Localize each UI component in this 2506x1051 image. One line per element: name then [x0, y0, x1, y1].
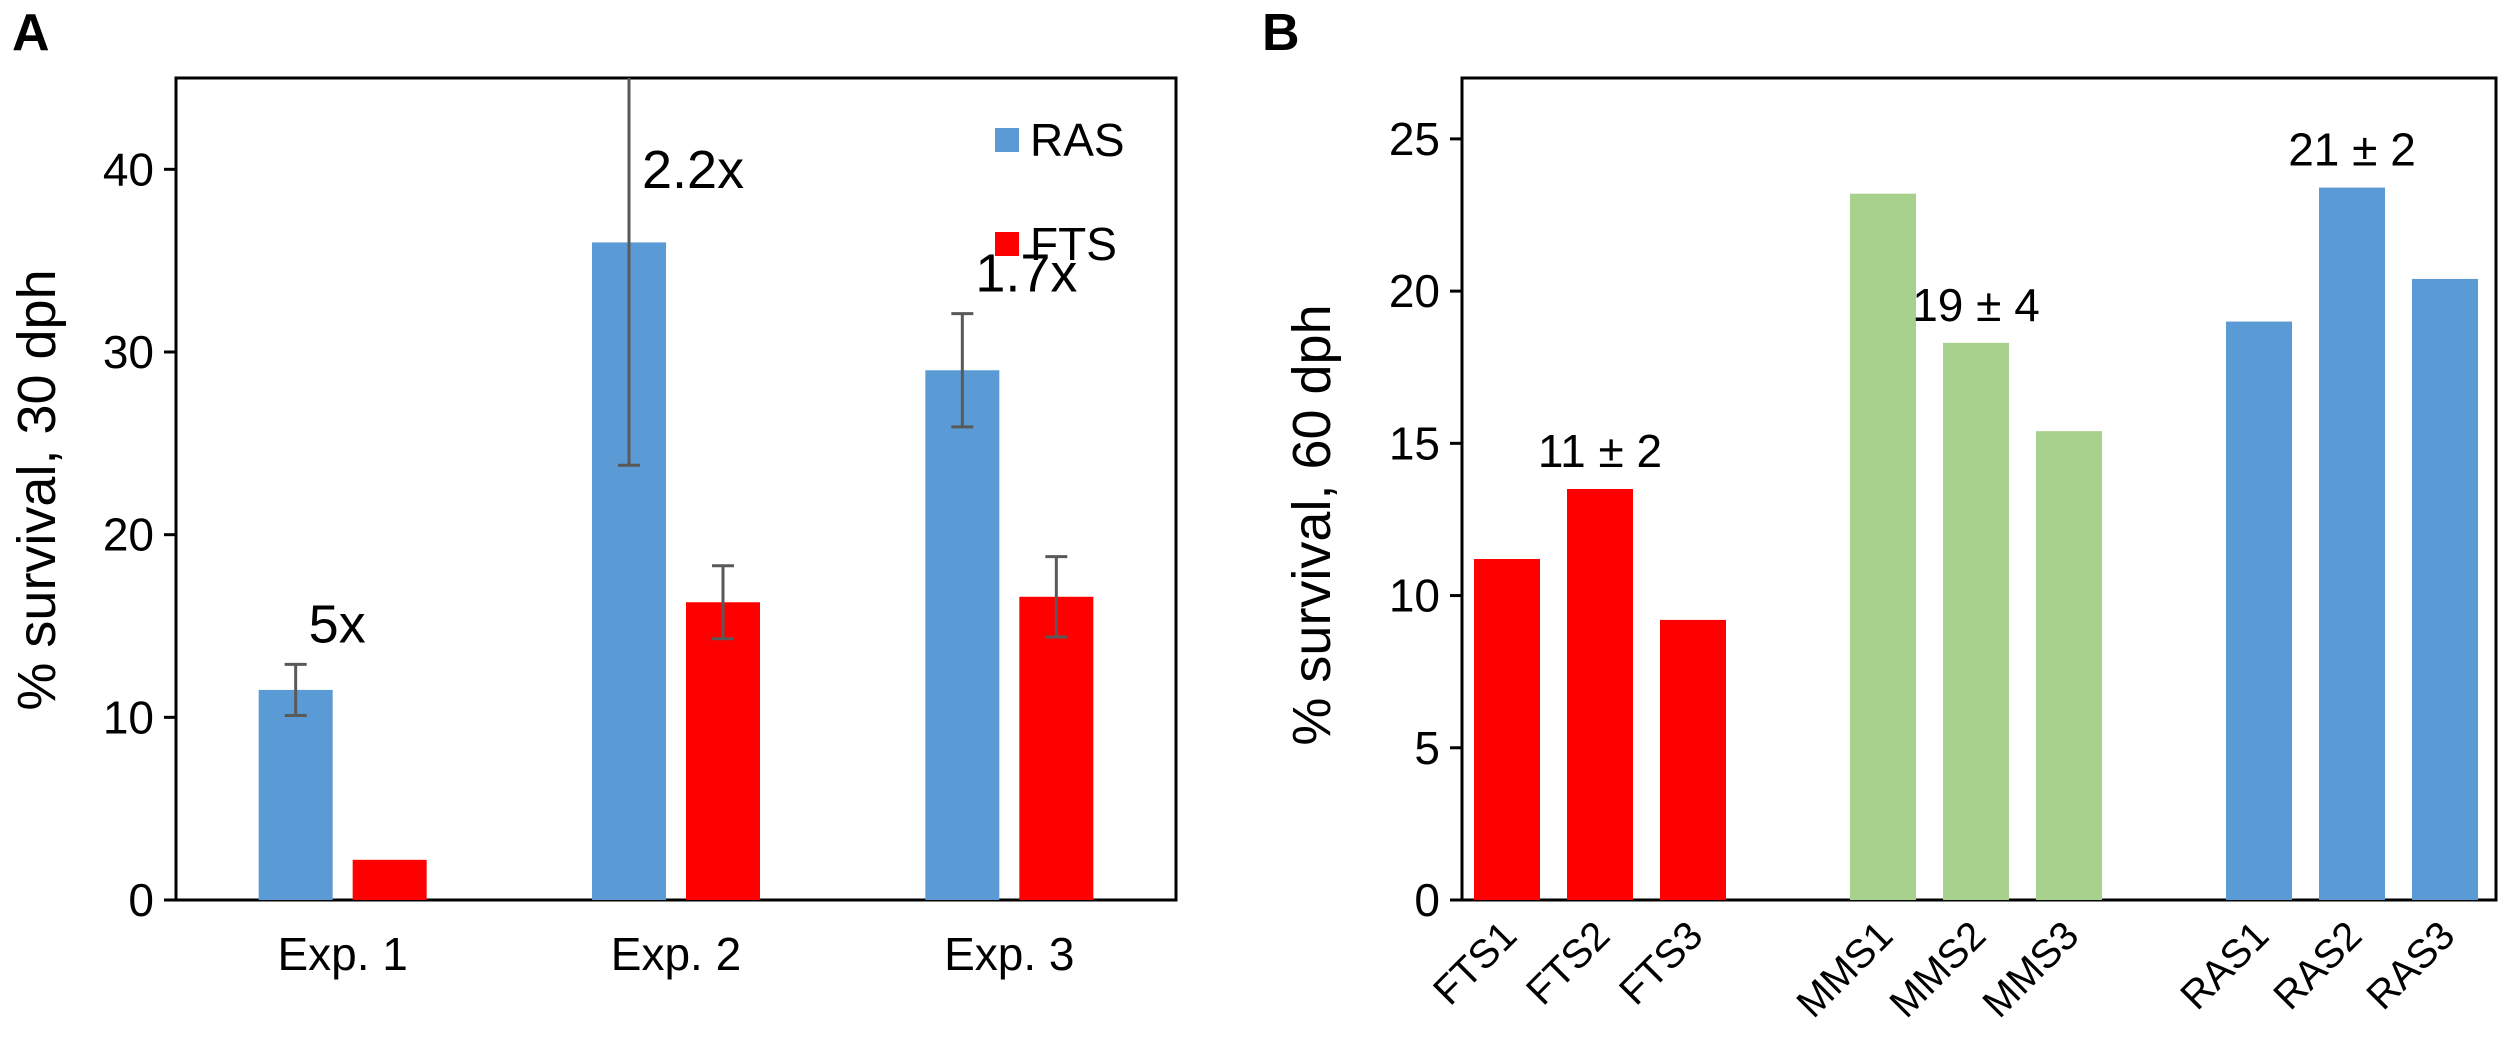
x-tick-label-b: RAS2: [2265, 913, 2370, 1018]
x-tick-label-b: RAS1: [2172, 913, 2277, 1018]
y-tick-label-b: 20: [1389, 265, 1440, 317]
x-tick-label-b: MMS2: [1882, 913, 1995, 1026]
bar-fts1: [1474, 559, 1540, 900]
x-tick-label-b: FTS1: [1425, 913, 1525, 1013]
x-tick-label-a: Exp. 1: [277, 928, 407, 980]
bar-ras-exp1: [258, 689, 333, 900]
group-mean-annotation: 11 ± 2: [1538, 425, 1662, 477]
bar-ras3: [2412, 278, 2478, 900]
x-tick-label-b: RAS3: [2358, 913, 2463, 1018]
plot-frame-a: [174, 76, 1178, 902]
bar-mms3: [2036, 431, 2102, 900]
x-tick-label-a: Exp. 2: [611, 928, 741, 980]
panel-label-b: B: [1262, 4, 1300, 62]
group-mean-annotation: 19 ± 4: [1912, 279, 2040, 331]
legend-label-fts: FTS: [1030, 218, 1117, 270]
bar-fts2: [1567, 489, 1633, 900]
bar-mms2: [1943, 342, 2009, 900]
group-mean-annotation: 21 ± 2: [2288, 124, 2416, 176]
bar-fts-exp3: [1019, 596, 1094, 900]
y-tick-label-a: 40: [103, 143, 154, 195]
y-tick-label-a: 20: [103, 509, 154, 561]
bar-ras1: [2226, 321, 2292, 900]
bar-fts-exp1: [352, 859, 427, 900]
bar-fts-exp2: [686, 602, 760, 900]
fold-change-annotation: 5x: [309, 594, 366, 654]
y-tick-label-b: 0: [1414, 874, 1440, 926]
bar-ras-exp3: [925, 370, 1000, 900]
y-tick-label-a: 10: [103, 691, 154, 743]
y-tick-label-b: 5: [1414, 722, 1440, 774]
x-tick-label-b: FTS2: [1518, 913, 1618, 1013]
y-tick-label-a: 0: [128, 874, 154, 926]
y-axis-title-b: % survival, 60 dph: [1282, 304, 1342, 745]
x-tick-label-b: MMS1: [1789, 913, 1902, 1026]
panel-label-a: A: [12, 4, 50, 62]
fold-change-annotation: 1.7x: [975, 244, 1077, 304]
x-tick-label-a: Exp. 3: [944, 928, 1074, 980]
x-tick-label-b: FTS3: [1611, 913, 1711, 1013]
y-tick-label-a: 30: [103, 326, 154, 378]
bar-mms1: [1850, 193, 1916, 900]
legend-swatch-fts: [995, 232, 1019, 256]
x-tick-label-b: MMS3: [1975, 913, 2088, 1026]
bar-fts3: [1660, 619, 1726, 900]
y-tick-label-b: 10: [1389, 570, 1440, 622]
legend-label-ras: RAS: [1030, 114, 1125, 166]
legend-swatch-ras: [995, 128, 1019, 152]
bar-ras2: [2319, 187, 2385, 901]
y-axis-title-a: % survival, 30 dph: [7, 269, 67, 710]
y-tick-label-b: 25: [1389, 113, 1440, 165]
fold-change-annotation: 2.2x: [642, 140, 744, 200]
y-tick-label-b: 15: [1389, 417, 1440, 469]
plot-area-a: 0 10 20 30 40 Exp. 1 5x Exp. 2 2.2x Exp. 3 1.7x RAS…: [103, 78, 1125, 980]
